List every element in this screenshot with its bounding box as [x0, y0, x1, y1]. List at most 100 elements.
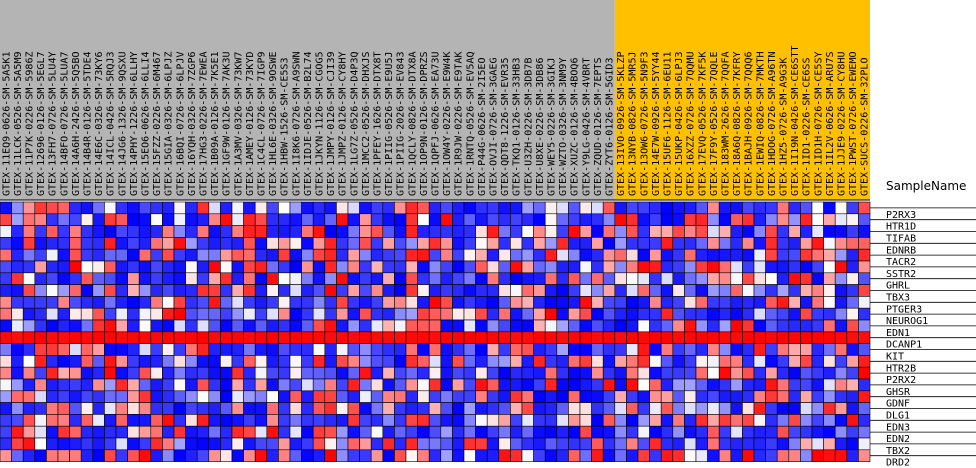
heatmap-cell: [80, 378, 94, 392]
heatmap-cell: [138, 260, 152, 274]
heatmap-cell: [347, 213, 360, 226]
heatmap-cell: [498, 414, 511, 427]
heatmap-cell: [69, 355, 82, 368]
gene-labels: P2RX3HTR1DTIFABEDNRBTACR2SSTR2GHRLTBX3PT…: [886, 210, 928, 468]
heatmap-cell: [568, 378, 581, 392]
heatmap-cell: [637, 319, 650, 333]
heatmap-cell: [80, 449, 94, 462]
heatmap-cell: [312, 248, 326, 262]
heatmap-cell: [347, 272, 360, 285]
heatmap-cell: [626, 213, 639, 226]
heatmap-cell: [289, 449, 302, 462]
heatmap-cell: [347, 437, 360, 451]
heatmap-cell: [452, 319, 465, 333]
heatmap-cell: [811, 225, 824, 238]
heatmap-cell: [196, 343, 210, 356]
heatmap-cell: [684, 331, 697, 344]
heatmap-cell: [46, 225, 59, 238]
heatmap-cell: [707, 366, 720, 380]
heatmap-cell: [788, 437, 801, 451]
heatmap-cell: [428, 248, 442, 262]
heatmap-cell: [602, 437, 616, 451]
heatmap-cell: [533, 307, 546, 321]
heatmap-cell: [405, 355, 418, 368]
heatmap-cell: [428, 272, 442, 285]
heatmap-cell: [370, 355, 384, 368]
heatmap-cell: [521, 213, 534, 226]
heatmap-cell: [127, 319, 140, 333]
heatmap-cell: [707, 296, 720, 309]
heatmap-cell: [684, 366, 697, 380]
heatmap-cell: [602, 272, 616, 285]
heatmap-cell: [475, 272, 488, 285]
heatmap-cell: [626, 414, 639, 427]
heatmap-cell: [718, 355, 732, 368]
heatmap-cell: [684, 378, 697, 392]
heatmap-cell: [452, 355, 465, 368]
heatmap-cell: [150, 390, 163, 403]
heatmap-cell: [208, 307, 221, 321]
heatmap-cell: [336, 425, 349, 439]
sample-label: GTEX-1B09A-0126-SM-7K5E1: [210, 52, 221, 197]
sample-label: GTEX-16XZZ-0726-SM-7QQMU: [686, 52, 697, 197]
heatmap-cell: [289, 260, 302, 274]
heatmap-cell: [660, 237, 674, 250]
heatmap-cell: [544, 390, 558, 403]
heatmap-cell: [115, 237, 128, 250]
heatmap-cell: [34, 237, 47, 250]
heatmap-cell: [254, 437, 268, 451]
heatmap-cell: [800, 414, 813, 427]
heatmap-cell: [626, 307, 639, 321]
heatmap-cell: [220, 425, 233, 439]
heatmap-cell: [637, 260, 650, 274]
heatmap-cell: [382, 390, 395, 403]
heatmap-cell: [440, 402, 453, 415]
heatmap-cell: [220, 284, 233, 297]
heatmap-cell: [208, 402, 221, 415]
heatmap-cell: [80, 237, 94, 250]
heatmap-cell: [753, 390, 766, 403]
heatmap-cell: [127, 284, 140, 297]
heatmap-cell: [394, 425, 407, 439]
gene-label: P2RX3: [886, 210, 916, 221]
sample-label: GTEX-13OW6-0726-SM-5N9F3: [639, 52, 650, 197]
heatmap-cell: [788, 213, 801, 226]
heatmap-cell: [46, 425, 59, 439]
heatmap-cell: [104, 213, 117, 226]
heatmap-cell: [452, 366, 465, 380]
heatmap-cell: [382, 296, 395, 309]
heatmap-cell: [800, 201, 813, 215]
heatmap-cell: [800, 355, 813, 368]
heatmap-cell: [440, 201, 453, 215]
heatmap-cell: [69, 260, 82, 274]
heatmap-cell: [127, 237, 140, 250]
heatmap-cell: [104, 425, 117, 439]
heatmap-cell: [196, 201, 210, 215]
heatmap-cell: [138, 201, 152, 215]
heatmap-cell: [312, 225, 326, 238]
heatmap-cell: [753, 414, 766, 427]
heatmap-cell: [0, 284, 12, 297]
heatmap-cell: [788, 378, 801, 392]
heatmap-cell: [463, 437, 476, 451]
heatmap-cell: [69, 425, 82, 439]
heatmap-cell: [127, 213, 140, 226]
heatmap-cell: [220, 272, 233, 285]
heatmap-cell: [127, 260, 140, 274]
sample-label: GTEX-1JJE9-0226-SM-CY8HU: [837, 52, 848, 197]
heatmap-cell: [591, 213, 604, 226]
heatmap-cell: [104, 331, 117, 344]
heatmap-cell: [370, 201, 384, 215]
heatmap-cell: [753, 248, 766, 262]
heatmap-cell: [312, 296, 326, 309]
heatmap-cell: [788, 272, 801, 285]
heatmap-cell: [394, 296, 407, 309]
heatmap-cell: [428, 355, 442, 368]
heatmap-cell: [440, 237, 453, 250]
heatmap-cell: [800, 378, 813, 392]
heatmap-cell: [417, 390, 430, 403]
heatmap-cell: [173, 343, 186, 356]
heatmap-cell: [823, 237, 836, 250]
heatmap-cell: [196, 425, 210, 439]
